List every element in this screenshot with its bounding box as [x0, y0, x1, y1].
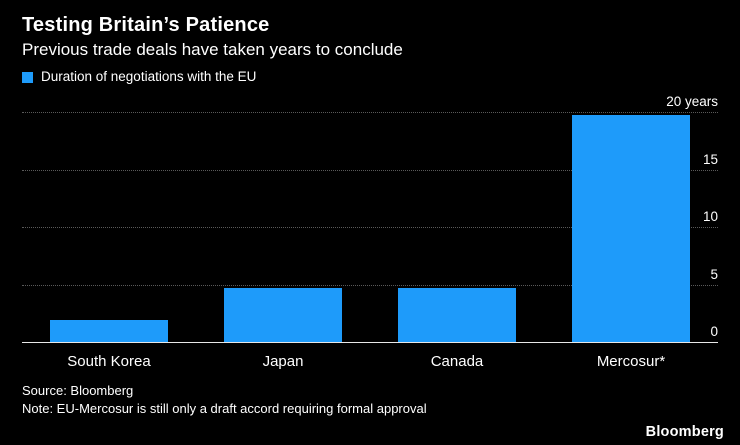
bar-slot [544, 113, 718, 343]
chart-subtitle: Previous trade deals have taken years to… [22, 40, 403, 59]
bar-slot [196, 113, 370, 343]
legend: Duration of negotiations with the EU [22, 67, 718, 87]
y-tick-label: 5 [710, 266, 718, 282]
x-axis-label: Japan [262, 353, 304, 370]
x-axis-label: Canada [430, 353, 484, 370]
source-text: Source: Bloomberg [22, 383, 134, 398]
gridline [22, 227, 718, 228]
x-axis-line [22, 342, 718, 343]
x-axis-label: Mercosur* [596, 353, 666, 370]
chart-title: Testing Britain’s Patience [22, 14, 270, 36]
x-axis-labels: South Korea Japan Canada Mercosur* [22, 352, 718, 372]
y-tick-label: 10 [702, 209, 718, 224]
plot-area: 0 5 10 15 20 years [22, 94, 718, 343]
y-tick-label: 0 [710, 324, 718, 339]
legend-swatch-icon [22, 71, 33, 83]
chart-card: Testing Britain’s Patience Previous trad… [22, 14, 718, 417]
bar-slot [370, 113, 544, 343]
y-tick-label: 20 years [666, 94, 718, 109]
footer: Source: Bloomberg Note: EU-Mercosur is s… [22, 382, 718, 417]
bar-south-korea [49, 320, 169, 343]
x-axis-label: South Korea [67, 353, 151, 370]
gridline [22, 112, 718, 113]
legend-label: Duration of negotiations with the EU [41, 69, 257, 84]
gridline [22, 284, 718, 286]
note-text: Note: EU-Mercosur is still only a draft … [22, 400, 427, 416]
bars-layer [22, 113, 718, 343]
gridline [22, 169, 718, 171]
y-tick-label: 15 [702, 151, 718, 167]
bar-mercosur- [571, 115, 691, 343]
bloomberg-logo: Bloomberg [639, 422, 730, 442]
bar-canada [397, 287, 517, 343]
bar-slot [22, 113, 196, 343]
bar-japan [223, 287, 343, 343]
